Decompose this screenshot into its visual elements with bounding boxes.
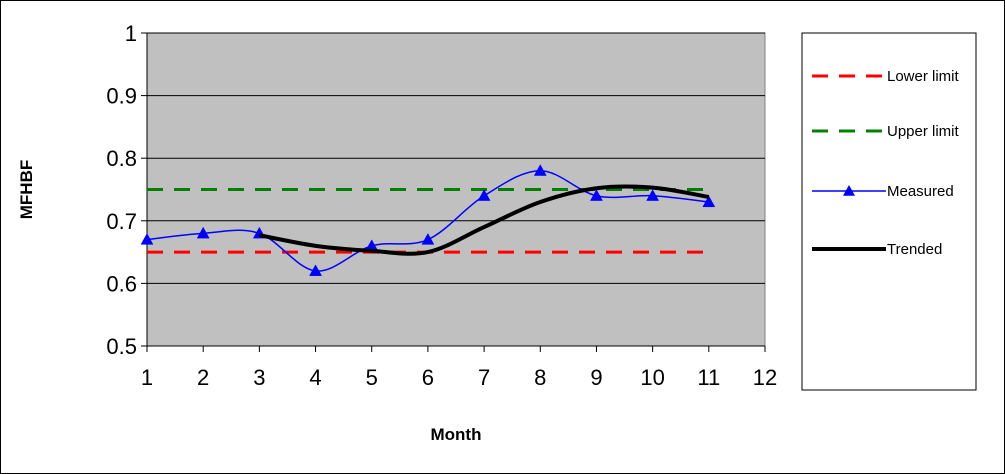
legend-marker: [843, 185, 855, 196]
data-point-measured: [646, 189, 660, 201]
x-tick-label: 9: [590, 365, 602, 390]
x-tick-label: 8: [534, 365, 546, 390]
legend-label: Lower limit: [887, 68, 960, 85]
data-point-measured: [533, 164, 547, 176]
legend-item-trended: Trended: [812, 241, 942, 258]
y-tick-label: 0.5: [106, 334, 137, 359]
x-tick-label: 6: [422, 365, 434, 390]
data-point-measured: [309, 264, 322, 276]
gridlines: [147, 32, 765, 284]
data-point-measured: [140, 233, 154, 245]
x-tick-label: 5: [366, 365, 378, 390]
legend-item-lower-limit: Lower limit: [812, 68, 960, 85]
x-tick-label: 1: [141, 365, 153, 390]
x-axis-title: Month: [431, 425, 482, 444]
x-tick-label: 4: [309, 365, 321, 390]
x-tick-label: 3: [253, 365, 265, 390]
legend-label: Upper limit: [887, 123, 960, 140]
x-tick-label: 7: [478, 365, 490, 390]
y-tick-label: 0.8: [106, 146, 137, 171]
x-tick-label: 2: [197, 365, 209, 390]
x-tick-label: 11: [697, 365, 720, 390]
series-measured: [140, 164, 716, 276]
series-line-trended: [258, 184, 710, 256]
legend-item-measured: Measured: [812, 183, 954, 200]
data-point-measured: [421, 233, 435, 245]
x-tick-label: 10: [640, 365, 664, 390]
legend-item-upper-limit: Upper limit: [812, 123, 960, 140]
legend-box: [801, 32, 977, 391]
data-point-measured: [477, 189, 491, 201]
tick-labels: 0.50.60.70.80.911 2 3 4 5 6 7 8 9 10 11 12: [106, 21, 777, 390]
y-tick-label: 1: [125, 21, 137, 46]
data-point-measured: [196, 226, 210, 239]
x-tick-label: 12: [753, 365, 777, 390]
y-axis-title: MFHBF: [17, 160, 36, 219]
series: [140, 164, 716, 276]
series-trended: [258, 184, 710, 256]
data-point-measured: [590, 189, 603, 201]
legend-items: Lower limit Upper limit Measured Trended: [812, 68, 960, 258]
legend-label: Measured: [887, 183, 954, 200]
y-tick-label: 0.9: [106, 84, 137, 109]
legend: Lower limit Upper limit Measured Trended: [801, 32, 977, 391]
y-tick-label: 0.7: [106, 209, 137, 234]
y-tick-label: 0.6: [106, 271, 137, 296]
data-point-measured: [702, 195, 716, 208]
legend-label: Trended: [887, 241, 942, 258]
